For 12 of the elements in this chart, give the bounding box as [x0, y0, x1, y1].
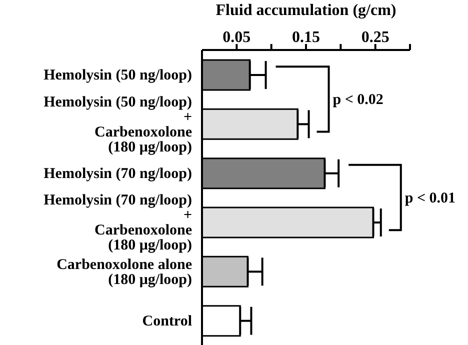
y-tick-label: Control	[142, 313, 192, 330]
annotation: p < 0.02	[332, 92, 384, 108]
annotation: p < 0.01	[404, 190, 456, 206]
y-tick-label: Hemolysin (50 ng/loop) + Carbenoxolone (180 μg/loop)	[44, 94, 192, 156]
chart-title: Fluid accumulation (g/cm)	[216, 2, 396, 19]
x-tick-label: 0.25	[361, 29, 390, 46]
y-tick-label: Carbenoxolone alone (180 μg/loop)	[56, 256, 192, 288]
y-tick-label: Hemolysin (70 ng/loop) + Carbenoxolone (180 μg/loop)	[44, 192, 192, 254]
x-tick-label: 0.15	[292, 29, 320, 46]
y-tick-label: Hemolysin (50 ng/loop)	[44, 68, 192, 84]
x-tick-label: 0.05	[222, 29, 251, 46]
y-tick-label: Hemolysin (70 ng/loop)	[44, 166, 192, 182]
